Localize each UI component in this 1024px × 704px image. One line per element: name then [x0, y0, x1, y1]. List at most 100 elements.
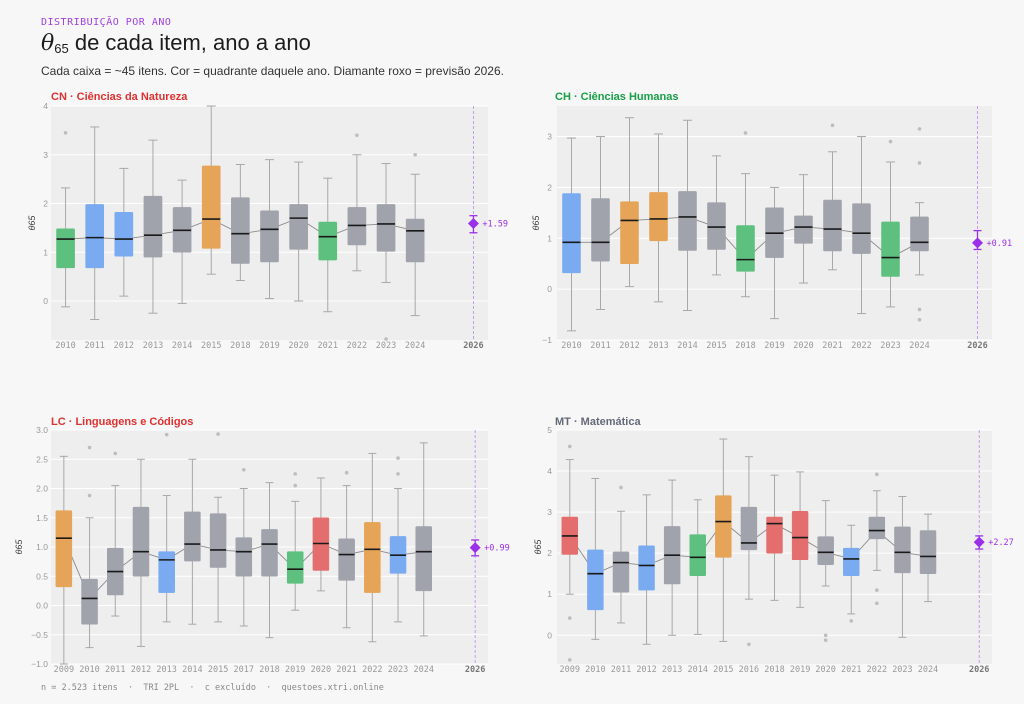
box-2010 — [81, 445, 98, 649]
x-tick-label: 2010 — [585, 665, 605, 675]
box-2020 — [794, 174, 813, 284]
outlier-point — [384, 337, 388, 341]
iqr-box — [707, 202, 726, 250]
y-tick-label: 2 — [547, 548, 552, 558]
outlier-point — [823, 633, 828, 638]
box-2020 — [817, 500, 834, 642]
box-2011 — [85, 126, 105, 321]
outlier-point — [875, 588, 879, 592]
x-tick-label: 2022 — [867, 665, 887, 675]
iqr-box — [405, 218, 425, 263]
iqr-box — [338, 538, 355, 581]
outlier-point — [875, 472, 879, 477]
y-tick-label: 1.0 — [36, 542, 48, 552]
x-tick-label: 2020 — [815, 665, 835, 675]
iqr-box — [364, 522, 381, 593]
y-tick-label: −0.5 — [31, 630, 48, 640]
iqr-box — [55, 510, 73, 588]
y-tick-label: 3.0 — [36, 425, 48, 435]
iqr-box — [143, 195, 163, 258]
iqr-box — [562, 193, 581, 274]
y-tick-label: 2 — [547, 182, 552, 192]
iqr-box — [919, 530, 937, 574]
x-tick-label: 2020 — [288, 341, 308, 351]
page-title: θ65 de cada item, ano a ano — [41, 30, 311, 56]
x-tick-label: 2024 — [413, 665, 433, 675]
outlier-point — [567, 616, 572, 620]
x-tick-label: 2023 — [880, 341, 900, 351]
iqr-box — [591, 198, 610, 262]
panel-ch: −1 0 1 2 3 θ65 2010 2011 2012 2013 2014 2015 2018 201… — [531, 106, 1012, 351]
y-tick-label: 2.5 — [36, 454, 48, 464]
prediction-value-label: +1.59 — [482, 219, 508, 229]
box-2011 — [591, 136, 610, 310]
x-tick-label: 2011 — [84, 341, 104, 351]
outlier-point — [917, 307, 922, 312]
box-2019 — [260, 159, 279, 300]
box-2023 — [894, 496, 911, 638]
outlier-point — [747, 642, 751, 647]
prediction-diamond — [972, 237, 983, 249]
y-tick-label: 4 — [547, 466, 552, 476]
panel-lc: −1.0 −0.5 0.0 0.5 1.0 1.5 2.0 2.5 3.0 θ65 2009 2010… — [14, 425, 510, 675]
x-tick-label: 2011 — [105, 665, 125, 675]
outlier-point — [396, 472, 400, 476]
outlier-point — [875, 601, 879, 606]
iqr-box — [132, 506, 150, 577]
iqr-box — [715, 495, 732, 558]
box-2019 — [791, 471, 809, 608]
box-2021 — [843, 524, 860, 623]
y-tick-label: 3 — [547, 507, 552, 517]
x-tick-label-prediction: 2026 — [967, 341, 987, 351]
outlier-point — [216, 432, 220, 436]
y-axis-label: θ65 — [533, 539, 543, 555]
box-2013 — [649, 133, 668, 303]
box-2013 — [158, 432, 175, 623]
outlier-point — [164, 432, 169, 437]
x-tick-label: 2019 — [790, 665, 810, 675]
box-2021 — [338, 470, 355, 629]
box-2012 — [638, 494, 655, 645]
y-tick-label: 3 — [43, 150, 48, 160]
box-2011 — [106, 451, 124, 617]
iqr-box — [791, 510, 809, 561]
box-2024 — [415, 442, 433, 637]
iqr-box — [289, 204, 308, 250]
box-2012 — [132, 458, 150, 647]
title-text: de cada item, ano a ano — [68, 30, 311, 55]
iqr-box — [638, 545, 655, 591]
page-subtitle: Cada caixa = ~45 itens. Cor = quadrante … — [41, 64, 504, 78]
y-tick-label: −1.0 — [31, 659, 48, 669]
y-tick-label: 2.0 — [36, 484, 48, 494]
iqr-box — [81, 578, 98, 625]
x-tick-label: 2012 — [131, 665, 151, 675]
outlier-point — [87, 493, 92, 498]
y-tick-label: 1.5 — [36, 513, 48, 523]
x-tick-label: 2023 — [892, 665, 912, 675]
iqr-box — [881, 221, 900, 277]
y-axis-label: θ65 — [27, 215, 37, 231]
box-2017 — [235, 467, 253, 627]
outlier-point — [63, 131, 68, 135]
iqr-box — [286, 551, 304, 584]
x-tick-label: 2012 — [114, 341, 134, 351]
outlier-point — [917, 317, 922, 322]
panel-mt: 0 1 2 3 4 5 θ65 2009 2010 2011 2012 2013 2014 2015 201… — [533, 425, 1014, 675]
iqr-box — [894, 526, 911, 574]
iqr-box — [201, 165, 221, 249]
box-2023 — [881, 139, 900, 308]
x-tick-label: 2011 — [590, 341, 610, 351]
x-tick-label: 2019 — [259, 341, 279, 351]
prediction-value-label: +0.91 — [987, 239, 1013, 249]
iqr-box — [260, 210, 279, 263]
iqr-box — [766, 516, 783, 554]
x-tick-label: 2010 — [55, 341, 75, 351]
prediction-diamond — [469, 542, 481, 554]
box-2022 — [347, 133, 367, 272]
outlier-point — [830, 123, 835, 128]
x-tick-label: 2017 — [234, 665, 254, 675]
outlier-point — [567, 444, 572, 449]
x-tick-label: 2014 — [182, 665, 202, 675]
box-2013 — [143, 139, 163, 314]
